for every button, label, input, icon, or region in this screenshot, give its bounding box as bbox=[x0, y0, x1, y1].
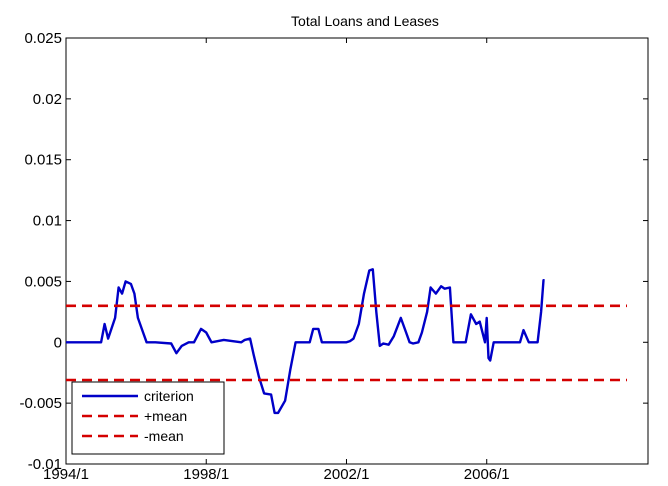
y-tick-label: 0 bbox=[54, 334, 62, 351]
series-line-criterion bbox=[66, 268, 545, 415]
y-tick-label: -0.005 bbox=[19, 395, 62, 412]
x-tick-label: 2002/1 bbox=[324, 466, 370, 483]
legend-label: +mean bbox=[144, 408, 187, 424]
legend-label: criterion bbox=[144, 388, 194, 404]
y-tick-label: 0.015 bbox=[24, 152, 62, 169]
chart-title: Total Loans and Leases bbox=[291, 13, 439, 29]
y-tick-label: 0.02 bbox=[33, 91, 62, 108]
y-tick-label: 0.01 bbox=[33, 213, 62, 230]
legend-box bbox=[71, 381, 225, 455]
x-tick-label: 1998/1 bbox=[183, 466, 229, 483]
y-tick-label: 0.025 bbox=[24, 30, 62, 47]
legend-label: -mean bbox=[144, 428, 184, 444]
y-tick-label: -0.01 bbox=[28, 456, 62, 473]
x-tick-label: 2006/1 bbox=[464, 466, 510, 483]
x-axis: 1994/1 1998/1 2002/1 2006/1 bbox=[43, 38, 510, 483]
x-tick-label: 1994/1 bbox=[43, 466, 89, 483]
y-axis: -0.01 -0.005 0 0.005 0.01 0.015 0.02 0.025 bbox=[19, 30, 648, 473]
y-tick-label: 0.005 bbox=[24, 273, 62, 290]
legend: criterion +mean -mean bbox=[71, 381, 225, 455]
series-layer bbox=[66, 268, 627, 415]
